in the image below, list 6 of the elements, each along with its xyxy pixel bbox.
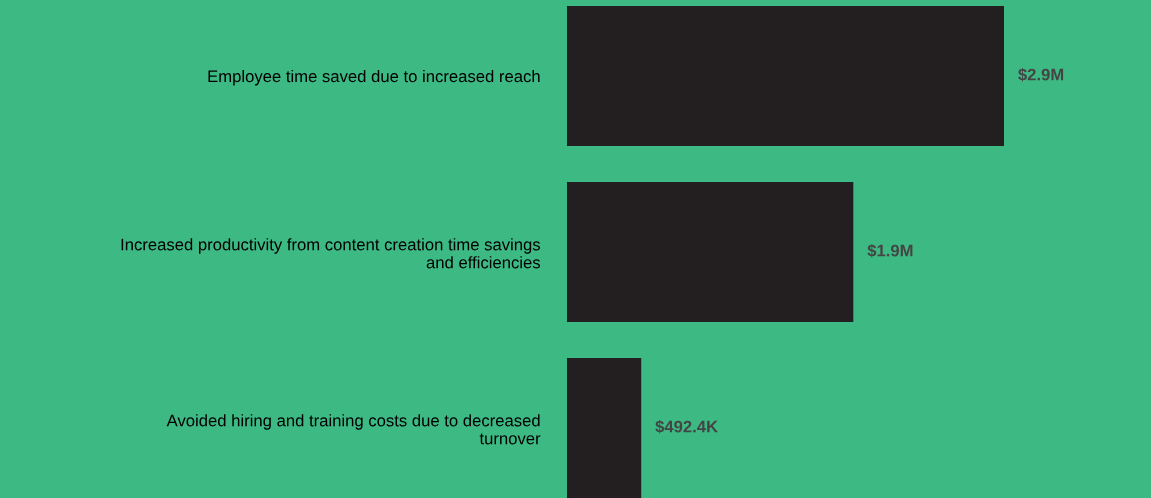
- data-label: $2.9M: [1018, 67, 1064, 82]
- y-tick-label: Increased productivity from content creation time savings and efficiencies: [121, 238, 541, 269]
- y-tick-label: Avoided hiring and training costs due to decreased turnover: [166, 414, 541, 445]
- data-label: $492.4K: [655, 419, 718, 434]
- y-tick-label: Employee time saved due to increased reach: [208, 69, 540, 86]
- data-label: $1.9M: [867, 243, 913, 258]
